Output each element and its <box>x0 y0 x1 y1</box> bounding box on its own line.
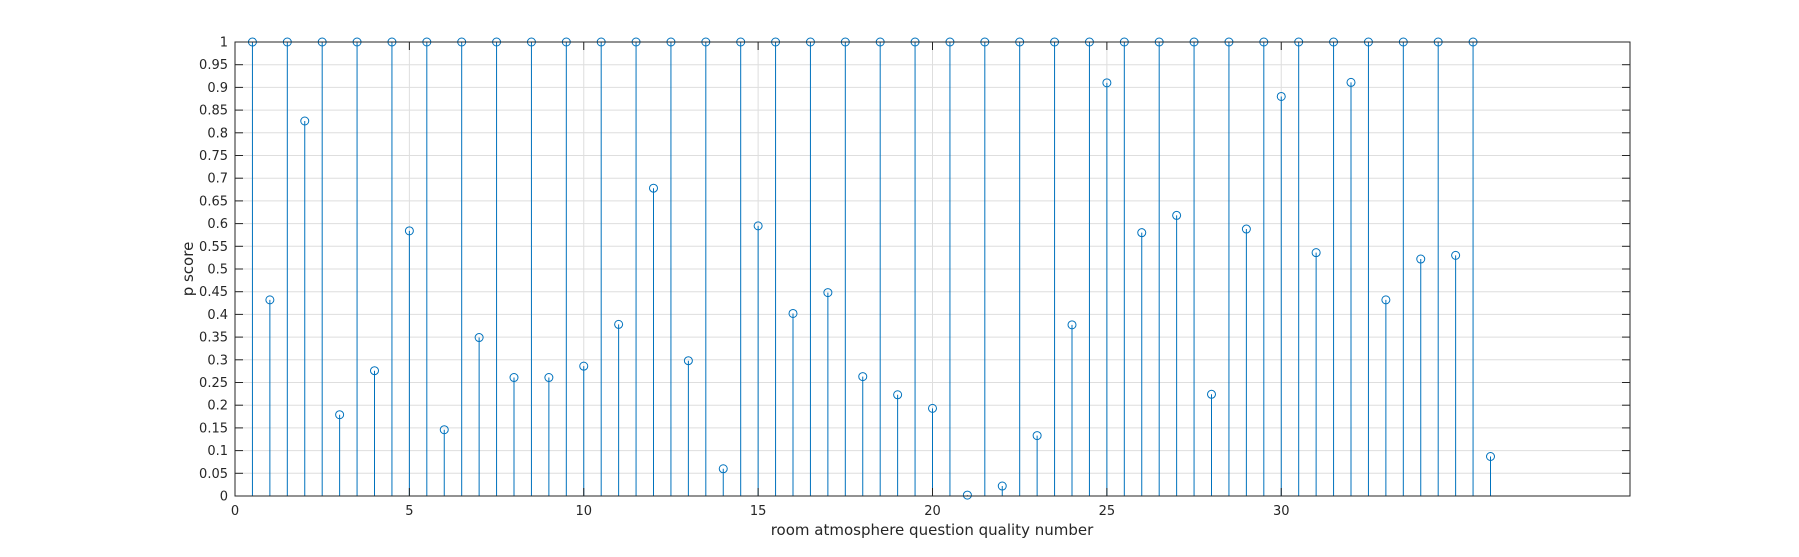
x-axis-label: room atmosphere question quality number <box>771 521 1094 539</box>
x-tick-label: 10 <box>575 504 592 519</box>
y-tick-label: 0.25 <box>199 376 228 391</box>
axes <box>234 41 1631 497</box>
y-tick-label: 0.4 <box>207 308 228 323</box>
y-tick-label: 0.35 <box>199 331 228 346</box>
stem-marker <box>1172 210 1182 220</box>
stem-marker <box>962 490 972 500</box>
stem-marker <box>683 356 693 366</box>
y-tick-label: 0.7 <box>207 172 228 187</box>
stem-marker <box>300 116 310 126</box>
stem-marker <box>404 226 414 236</box>
stem-marker <box>335 410 345 420</box>
y-tick-label: 0.2 <box>207 399 228 414</box>
stem-marker <box>718 464 728 474</box>
x-tick-label: 20 <box>924 504 941 519</box>
stem-marker <box>1137 228 1147 238</box>
stem-marker <box>1241 224 1251 234</box>
x-tick-label: 15 <box>750 504 767 519</box>
stem-marker <box>544 373 554 383</box>
stem-marker <box>1346 77 1356 87</box>
y-tick-label: 1 <box>220 36 228 51</box>
y-tick-label: 0.85 <box>199 104 228 119</box>
stem-marker <box>439 425 449 435</box>
stem-marker <box>893 390 903 400</box>
stem-marker <box>1032 431 1042 441</box>
stem-marker <box>1451 250 1461 260</box>
tick-labels: 0 5 10 15 20 25 30 0 0.05 0.1 0.15 0.2 0.25 0.3 0.35 0.… <box>199 36 1289 520</box>
stem-marker <box>1207 389 1216 399</box>
stem-marker <box>1276 91 1286 101</box>
stem-marker <box>858 372 868 382</box>
y-tick-label: 0.1 <box>207 444 228 459</box>
y-axis-label: p score <box>179 242 197 297</box>
stem-marker <box>1067 320 1077 330</box>
x-tick-label: 25 <box>1099 504 1116 519</box>
y-tick-label: 0.15 <box>199 421 228 436</box>
grid-lines <box>235 42 1630 496</box>
y-tick-label: 0.3 <box>207 353 228 368</box>
y-tick-label: 0.9 <box>207 81 228 96</box>
stem-marker <box>370 366 379 376</box>
y-tick-label: 0 <box>220 490 228 505</box>
stem-marker <box>1102 78 1112 88</box>
stem-marker <box>265 295 275 305</box>
y-tick-label: 0.8 <box>207 126 228 141</box>
stem-marker <box>997 481 1007 491</box>
x-tick-label: 5 <box>405 504 413 519</box>
stem-marker <box>649 183 658 193</box>
stem-marker <box>474 333 484 343</box>
stem-marker <box>1311 248 1321 258</box>
stem-marker <box>1416 254 1426 264</box>
y-tick-label: 0.95 <box>199 58 228 73</box>
stem-marker <box>928 403 937 413</box>
stem-marker <box>823 288 833 298</box>
y-tick-label: 0.75 <box>199 149 228 164</box>
stem-marker <box>1381 295 1391 305</box>
stem-series <box>247 37 1495 500</box>
stem-marker <box>1486 452 1495 462</box>
y-tick-label: 0.5 <box>207 263 228 278</box>
x-tick-label: 0 <box>231 504 239 519</box>
y-tick-label: 0.05 <box>199 467 228 482</box>
stem-marker <box>509 373 519 383</box>
stem-marker <box>614 319 624 329</box>
y-tick-label: 0.55 <box>199 240 228 255</box>
y-tick-label: 0.45 <box>199 285 228 300</box>
y-tick-label: 0.65 <box>199 194 228 209</box>
stem-marker <box>753 221 763 231</box>
x-tick-label: 30 <box>1273 504 1290 519</box>
y-tick-label: 0.6 <box>207 217 228 232</box>
stem-marker <box>788 308 798 318</box>
stem-marker <box>579 361 589 371</box>
